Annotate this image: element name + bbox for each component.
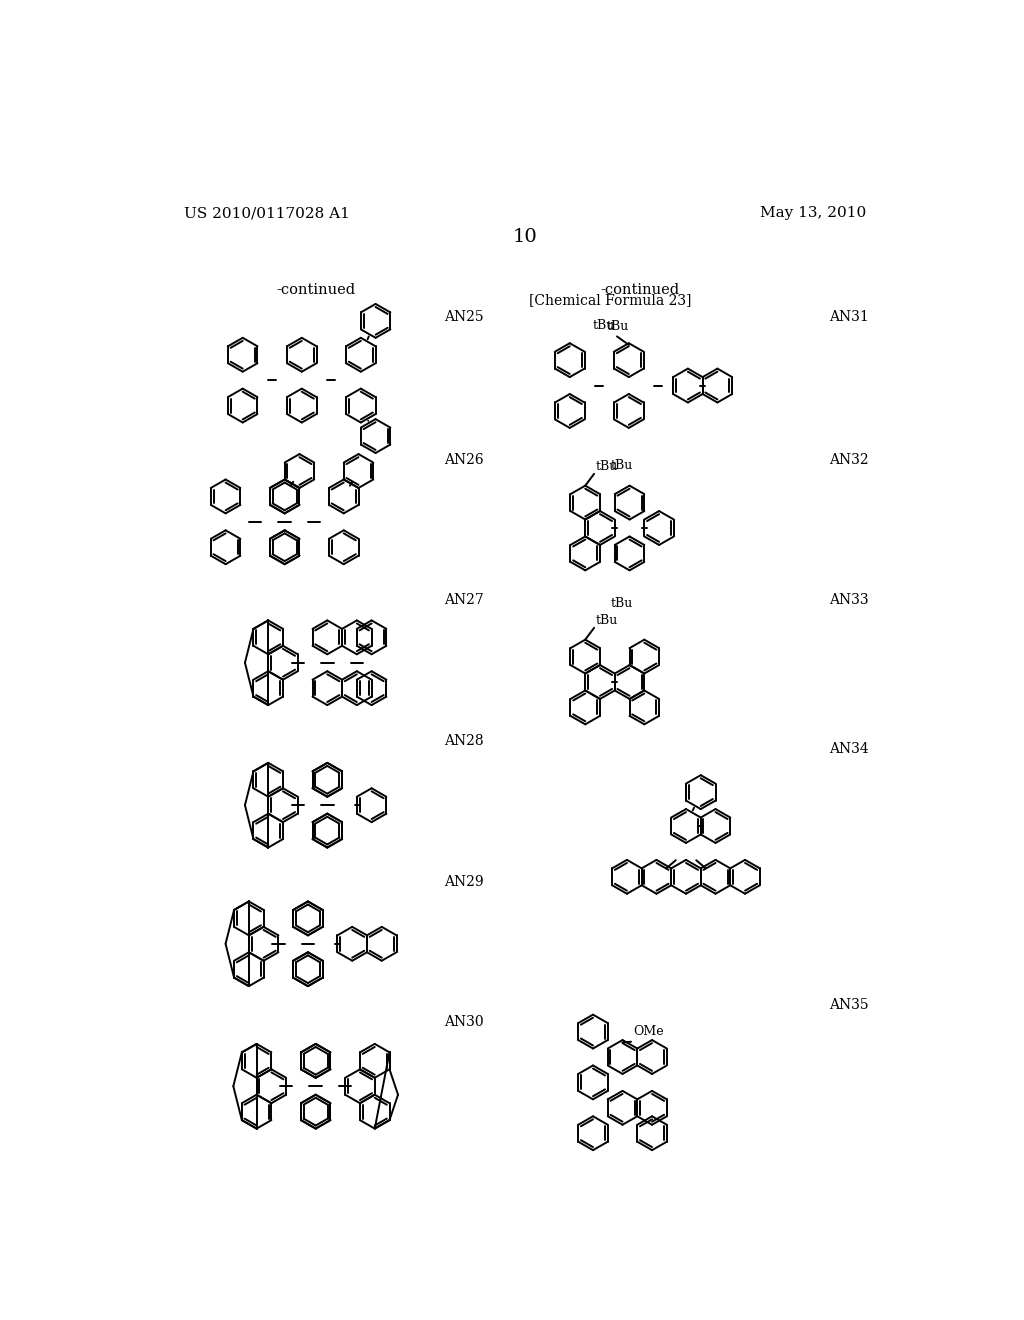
Text: tBu: tBu bbox=[596, 614, 617, 627]
Text: AN30: AN30 bbox=[444, 1015, 483, 1028]
Text: -continued: -continued bbox=[276, 284, 355, 297]
Text: US 2010/0117028 A1: US 2010/0117028 A1 bbox=[183, 206, 349, 220]
Text: tBu: tBu bbox=[596, 459, 617, 473]
Text: AN34: AN34 bbox=[828, 742, 868, 756]
Text: OMe: OMe bbox=[634, 1024, 664, 1038]
Text: tBu: tBu bbox=[592, 318, 614, 331]
Text: AN31: AN31 bbox=[828, 310, 868, 325]
Text: AN29: AN29 bbox=[444, 874, 483, 888]
Text: 10: 10 bbox=[512, 227, 538, 246]
Text: tBu: tBu bbox=[611, 459, 633, 471]
Text: AN28: AN28 bbox=[444, 734, 483, 748]
Text: AN33: AN33 bbox=[828, 594, 868, 607]
Text: May 13, 2010: May 13, 2010 bbox=[760, 206, 866, 220]
Text: -continued: -continued bbox=[600, 284, 679, 297]
Text: tBu: tBu bbox=[611, 597, 633, 610]
Text: AN25: AN25 bbox=[444, 310, 483, 325]
Text: AN27: AN27 bbox=[444, 594, 484, 607]
Text: [Chemical Formula 23]: [Chemical Formula 23] bbox=[529, 293, 692, 308]
Text: AN35: AN35 bbox=[828, 998, 868, 1011]
Text: AN32: AN32 bbox=[828, 453, 868, 466]
Text: tBu: tBu bbox=[607, 321, 629, 333]
Text: AN26: AN26 bbox=[444, 453, 483, 466]
